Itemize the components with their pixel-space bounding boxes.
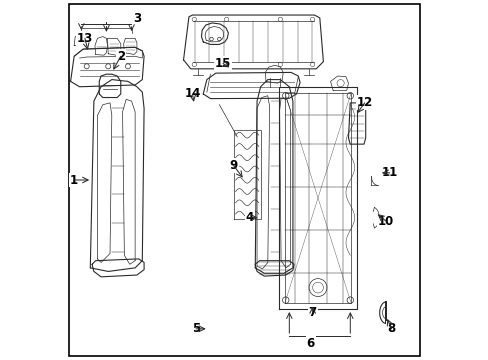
Text: 7: 7 xyxy=(308,306,316,319)
Text: 4: 4 xyxy=(245,211,253,224)
Text: 10: 10 xyxy=(377,215,393,228)
Text: 3: 3 xyxy=(133,12,141,25)
Text: 12: 12 xyxy=(356,96,372,109)
Text: 13: 13 xyxy=(77,32,93,45)
Text: 14: 14 xyxy=(184,87,200,100)
Text: 6: 6 xyxy=(306,337,314,350)
Text: 8: 8 xyxy=(386,322,395,335)
Text: 15: 15 xyxy=(214,57,231,70)
Text: 1: 1 xyxy=(70,174,78,186)
Text: 5: 5 xyxy=(192,322,200,335)
Text: 9: 9 xyxy=(229,159,237,172)
Text: 2: 2 xyxy=(117,50,124,63)
Text: 11: 11 xyxy=(381,166,397,179)
